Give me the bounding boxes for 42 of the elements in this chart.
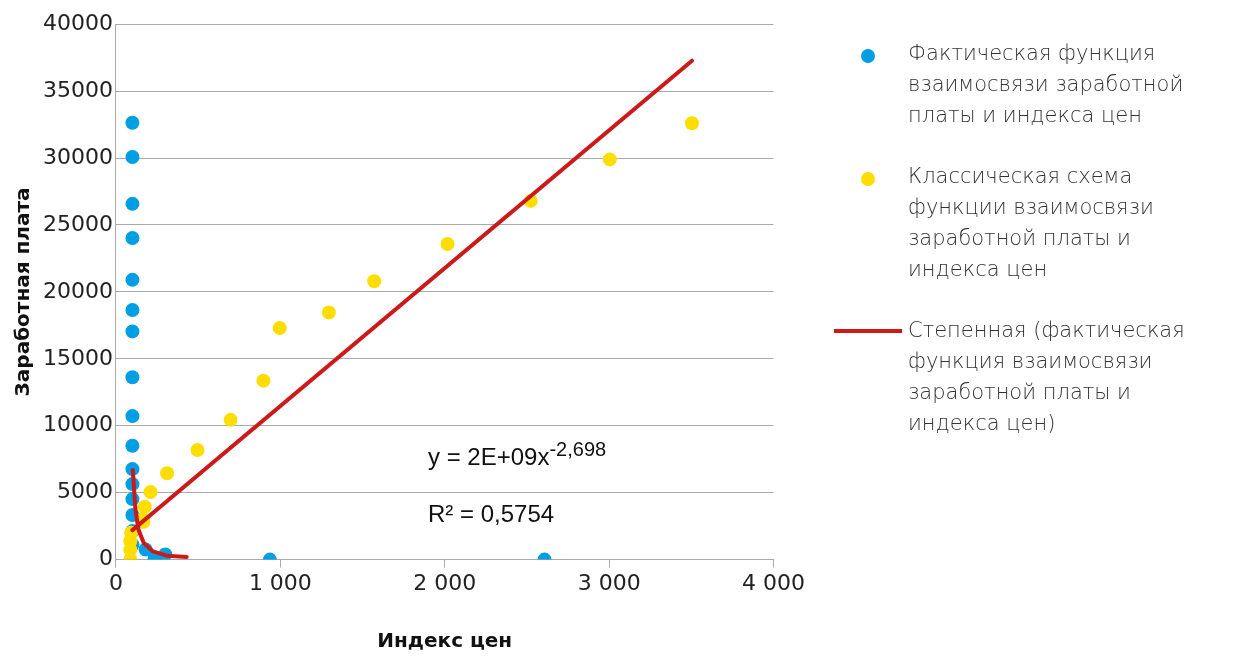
point: [125, 409, 140, 424]
point: [137, 499, 152, 514]
y-tick-label: 10000: [42, 411, 113, 437]
legend-label: Классическая схема функции взаимосвязи заработной платы и индекса цен: [908, 163, 1155, 283]
point: [125, 438, 140, 453]
legend-label: Фактическая функция взаимосвязи заработной платы и индекса цен: [908, 40, 1185, 129]
point: [125, 302, 140, 317]
y-tick-label: 0: [98, 545, 113, 571]
y-axis-title: Заработная плата: [10, 187, 35, 397]
point: [125, 196, 140, 211]
y-tick-label: 40000: [42, 9, 113, 35]
point: [125, 370, 140, 385]
point: [367, 274, 382, 289]
point: [125, 272, 140, 287]
x-tick-label: 3 000: [577, 569, 641, 595]
x-axis-title: Индекс цен: [377, 628, 513, 653]
point: [321, 305, 336, 320]
x-tick-label: 4 000: [742, 569, 805, 595]
y-tick-label: 35000: [42, 76, 113, 102]
point: [684, 116, 699, 131]
point: [143, 485, 158, 500]
point: [272, 321, 287, 336]
point: [223, 412, 238, 427]
point: [602, 152, 617, 167]
point: [160, 466, 175, 481]
y-tick-label: 20000: [42, 277, 113, 303]
y-tick-label: 30000: [42, 143, 113, 169]
y-tick-label: 25000: [42, 210, 113, 236]
x-tick-label: 1 000: [248, 569, 312, 595]
x-tick-label: 2 000: [413, 569, 477, 595]
y-tick-label: 5000: [56, 478, 113, 504]
y-tick-label: 15000: [42, 344, 113, 370]
point: [440, 236, 455, 251]
annotation: y = 2E+09x$^{-2,698}$: [428, 438, 607, 471]
point: [125, 230, 140, 245]
point: [256, 373, 271, 388]
point: [125, 149, 140, 164]
point: [125, 115, 140, 130]
legend-label: Степенная (фактическая функция взаимосвязи заработной платы и индекса цен): [908, 317, 1186, 437]
point: [125, 324, 140, 339]
point: [190, 442, 205, 457]
annotation: R² = 0,5754: [428, 500, 555, 528]
